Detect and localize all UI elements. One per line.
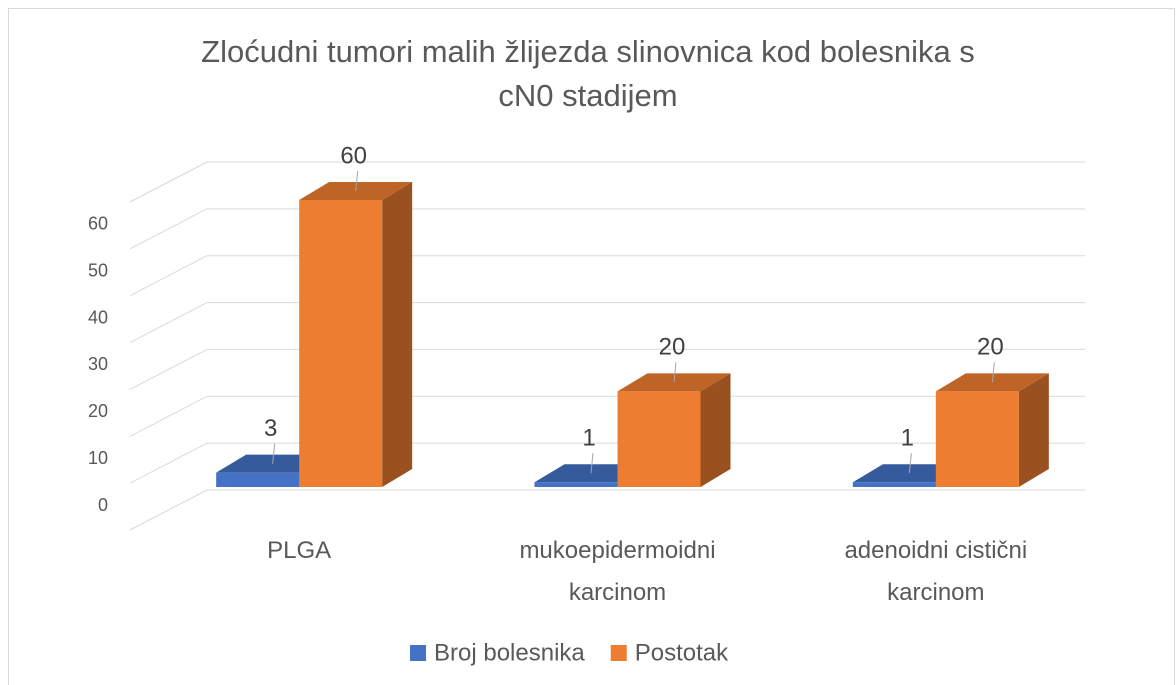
bar-side [700, 373, 731, 487]
y-tick-label: 20 [88, 401, 108, 421]
x-tick-label: adenoidni cistični karcinom [844, 537, 1028, 606]
x-tick-label: mukoepidermoidni karcinom [519, 537, 716, 606]
bar-front [216, 472, 300, 487]
bar-side [382, 182, 413, 487]
legend-swatch [610, 645, 627, 661]
value-label: 1 [582, 425, 595, 452]
grid-line-side [129, 442, 208, 484]
y-tick-label: 10 [88, 448, 108, 468]
leader-line [590, 453, 594, 474]
grid-line-side [129, 395, 208, 437]
bar [617, 373, 731, 487]
grid-line-side [129, 255, 208, 297]
grid-line-side [129, 348, 208, 390]
bar-side [1018, 373, 1049, 487]
legend-label: Broj bolesnika [434, 639, 585, 666]
bar [935, 373, 1049, 487]
y-tick-label: 30 [88, 354, 108, 374]
bar-front [617, 391, 701, 487]
chart-border [8, 8, 1175, 685]
leader-line [272, 443, 276, 464]
bar-front [935, 391, 1019, 487]
grid-line-side [129, 161, 208, 203]
y-tick-label: 50 [88, 260, 108, 280]
leader-line [908, 453, 912, 474]
value-label: 1 [901, 425, 914, 452]
leader-line [673, 362, 677, 383]
x-tick-label: PLGA [267, 537, 332, 564]
leader-line [355, 170, 359, 192]
legend-swatch [410, 645, 426, 661]
grid-line-side [129, 302, 208, 344]
bar-front [534, 482, 618, 487]
value-label: 20 [977, 334, 1004, 361]
value-label: 20 [659, 334, 686, 361]
bar-front [299, 200, 383, 487]
y-tick-label: 40 [88, 307, 108, 327]
y-tick-label: 60 [88, 214, 108, 234]
value-label: 60 [340, 142, 367, 169]
y-tick-label: 0 [98, 495, 108, 515]
leader-line [991, 362, 995, 383]
chart-title: Zloćudni tumori malih žlijezda slinovnic… [201, 34, 975, 113]
bar [299, 182, 413, 487]
value-label: 3 [264, 415, 277, 442]
legend-label: Postotak [635, 639, 729, 666]
grid-line-side [129, 489, 208, 531]
grid-line-side [129, 208, 208, 250]
bar-front [852, 482, 936, 487]
